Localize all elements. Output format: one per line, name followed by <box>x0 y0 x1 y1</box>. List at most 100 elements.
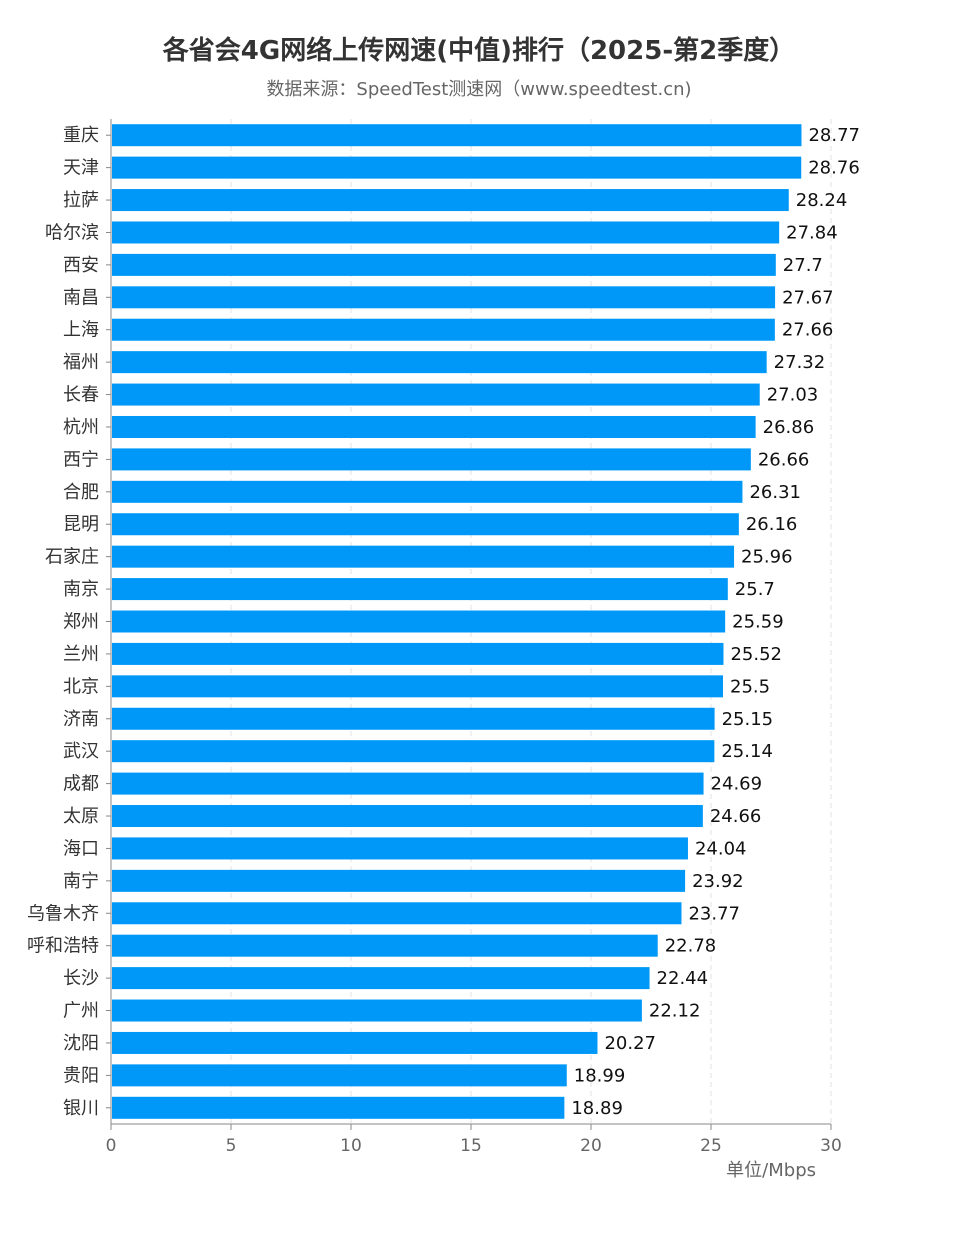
value-label: 25.14 <box>721 741 773 762</box>
category-label: 西安 <box>63 255 99 276</box>
x-tick-label: 5 <box>226 1136 237 1156</box>
value-label: 22.78 <box>665 936 717 957</box>
value-label: 25.96 <box>741 547 793 568</box>
bar <box>112 805 703 828</box>
value-label: 23.92 <box>692 871 744 892</box>
value-label: 25.7 <box>735 579 775 600</box>
category-label: 上海 <box>63 320 99 341</box>
value-label: 27.32 <box>774 352 826 373</box>
value-label: 27.03 <box>767 385 819 406</box>
category-label: 北京 <box>63 676 99 697</box>
bar <box>112 124 802 147</box>
value-label: 25.52 <box>730 644 782 665</box>
x-tick-label: 0 <box>106 1136 117 1156</box>
bar <box>112 448 751 471</box>
bar <box>112 286 776 309</box>
bar <box>112 610 726 633</box>
category-label: 武汉 <box>63 741 99 762</box>
bar <box>112 415 756 438</box>
value-label: 20.27 <box>604 1033 656 1054</box>
x-tick-label: 30 <box>820 1136 842 1156</box>
category-label: 长春 <box>63 385 99 406</box>
bar <box>112 1031 598 1054</box>
chart-title: 各省会4G网络上传网速(中值)排行（2025-第2季度） <box>162 36 796 66</box>
value-label: 27.7 <box>783 255 823 276</box>
category-label: 拉萨 <box>63 190 99 211</box>
value-label: 23.77 <box>688 903 740 924</box>
category-label: 南京 <box>63 579 99 600</box>
value-label: 26.16 <box>746 514 798 535</box>
category-label: 天津 <box>63 158 99 179</box>
value-label: 24.66 <box>710 806 762 827</box>
value-label: 28.24 <box>796 190 848 211</box>
bar <box>112 740 715 763</box>
bar <box>112 545 735 568</box>
bar <box>112 318 775 341</box>
bar <box>112 999 642 1022</box>
bar <box>112 383 760 406</box>
x-tick-label: 10 <box>340 1136 362 1156</box>
bar <box>112 934 658 957</box>
category-label: 呼和浩特 <box>27 936 99 957</box>
category-label: 昆明 <box>63 514 99 535</box>
bar <box>112 1096 565 1119</box>
bar <box>112 480 743 503</box>
bar <box>112 772 704 795</box>
bar <box>112 707 715 730</box>
bar <box>112 837 688 860</box>
bar <box>112 351 767 374</box>
bar-layer: 28.77 28.76 28.24 27.84 27.7 27.67 27.66 27.32 2… <box>112 124 860 1119</box>
category-label: 重庆 <box>63 125 99 146</box>
value-label: 28.76 <box>808 158 860 179</box>
bar <box>112 869 686 892</box>
value-label: 25.59 <box>732 612 784 633</box>
bar <box>112 221 780 244</box>
category-label: 太原 <box>63 806 99 827</box>
bar <box>112 642 724 665</box>
category-label: 西宁 <box>63 449 99 470</box>
value-label: 27.84 <box>786 222 838 243</box>
chart-subtitle: 数据来源：SpeedTest测速网（www.speedtest.cn) <box>266 79 692 100</box>
category-label: 海口 <box>63 838 99 859</box>
category-label: 乌鲁木齐 <box>27 903 99 924</box>
bar <box>112 902 682 925</box>
bar <box>112 967 650 990</box>
value-label: 25.15 <box>722 709 774 730</box>
bar <box>112 156 802 179</box>
bar <box>112 675 723 698</box>
value-label: 18.99 <box>574 1065 626 1086</box>
category-label: 成都 <box>63 774 99 795</box>
category-label: 杭州 <box>63 417 99 438</box>
value-label: 22.44 <box>657 968 709 989</box>
value-label: 26.31 <box>749 482 801 503</box>
bar <box>112 253 776 276</box>
x-tick-label: 25 <box>700 1136 722 1156</box>
category-label: 贵阳 <box>63 1065 99 1086</box>
category-label: 郑州 <box>63 612 99 633</box>
category-label: 南宁 <box>63 871 99 892</box>
value-label: 27.67 <box>782 287 834 308</box>
bar <box>112 1064 567 1087</box>
category-label: 石家庄 <box>45 547 99 568</box>
category-label: 沈阳 <box>63 1033 99 1054</box>
value-label: 26.66 <box>758 449 810 470</box>
value-label: 18.89 <box>571 1098 623 1119</box>
value-label: 27.66 <box>782 320 834 341</box>
value-label: 25.5 <box>730 676 770 697</box>
category-label: 广州 <box>63 1001 99 1022</box>
bar <box>112 513 739 536</box>
bar <box>112 189 789 212</box>
value-label: 24.69 <box>711 774 763 795</box>
x-tick-label: 20 <box>580 1136 602 1156</box>
value-label: 24.04 <box>695 838 747 859</box>
value-label: 28.77 <box>808 125 860 146</box>
category-label: 南昌 <box>63 287 99 308</box>
category-label: 兰州 <box>63 644 99 665</box>
category-label: 哈尔滨 <box>45 222 99 243</box>
category-label: 福州 <box>63 352 99 373</box>
x-tick-label: 15 <box>460 1136 482 1156</box>
axis-layer: 0 5 10 15 20 25 30 重庆天津拉萨哈尔滨西安南昌上海福州长春杭州西宁合肥昆明石… <box>27 119 842 1156</box>
category-label: 银川 <box>63 1098 99 1119</box>
value-label: 26.86 <box>763 417 815 438</box>
